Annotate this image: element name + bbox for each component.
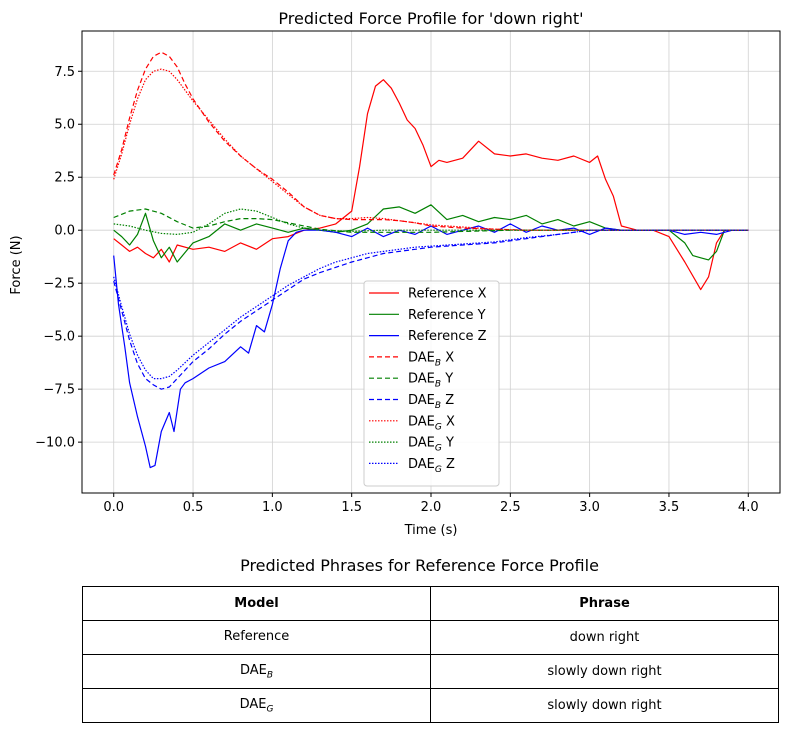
model-name: Reference xyxy=(223,628,290,644)
phrase-cell: slowly down right xyxy=(430,654,779,689)
y-tick-label: 0.0 xyxy=(54,224,75,239)
header-model: Model xyxy=(82,586,431,621)
phrase-cell: down right xyxy=(430,620,779,655)
x-tick-label: 4.0 xyxy=(738,500,759,515)
y-tick-label: 2.5 xyxy=(54,171,75,186)
series-lines xyxy=(113,51,749,469)
series-line-dae-b-y xyxy=(113,208,749,233)
legend-label: Reference Y xyxy=(408,308,486,323)
series-line-reference-z xyxy=(113,223,749,469)
legend-label: Reference Z xyxy=(408,329,487,344)
table-row: Reference down right xyxy=(82,620,779,655)
header-phrase: Phrase xyxy=(430,586,779,621)
x-tick-label: 2.0 xyxy=(421,500,442,515)
legend-label: DAEB Y xyxy=(408,372,453,390)
legend-label: DAEG X xyxy=(408,414,455,432)
series-line-dae-b-x xyxy=(113,51,749,231)
force-profile-chart: Predicted Force Profile for 'down right'… xyxy=(9,9,781,538)
y-tick-label: 5.0 xyxy=(54,118,75,133)
series-line-reference-x xyxy=(113,79,749,291)
table-row: DAEG slowly down right xyxy=(82,688,779,723)
x-tick-label: 3.0 xyxy=(579,500,600,515)
y-tick-label: −2.5 xyxy=(43,277,75,292)
table-title: Predicted Phrases for Reference Force Pr… xyxy=(240,556,599,575)
y-tick-label: −10.0 xyxy=(35,436,75,451)
legend-label: DAEB X xyxy=(408,350,454,368)
y-tick-label: 7.5 xyxy=(54,65,75,80)
axis-ticks: 0.0 0.5 1.0 1.5 2.0 2.5 3.0 3.5 4.0 −10.0 −7.5 −5.0… xyxy=(35,65,758,515)
model-subscript: G xyxy=(266,704,274,715)
legend-label: DAEB Z xyxy=(408,393,454,411)
x-tick-label: 2.5 xyxy=(500,500,521,515)
model-cell: DAEB xyxy=(82,654,431,689)
table-row: DAEB slowly down right xyxy=(82,654,779,689)
model-subscript: B xyxy=(266,670,274,681)
series-line-dae-g-z xyxy=(113,229,749,380)
phrase-table: Model Phrase Reference down right DAEB s… xyxy=(82,586,779,723)
legend-label: DAEG Y xyxy=(408,436,454,454)
phrase-cell: slowly down right xyxy=(430,688,779,723)
x-axis-label: Time (s) xyxy=(404,523,458,538)
chart-title: Predicted Force Profile for 'down right' xyxy=(278,9,583,28)
series-line-dae-b-z xyxy=(113,229,749,390)
x-tick-label: 1.0 xyxy=(262,500,283,515)
x-tick-label: 0.0 xyxy=(103,500,124,515)
series-line-dae-g-x xyxy=(113,68,749,231)
table-header-row: Model Phrase xyxy=(82,586,779,621)
legend-label: Reference X xyxy=(408,287,487,302)
y-tick-label: −5.0 xyxy=(43,330,75,345)
model-name: DAE xyxy=(239,662,267,678)
legend-box xyxy=(363,280,500,487)
model-cell: DAEG xyxy=(82,688,431,723)
model-cell: Reference xyxy=(82,620,431,655)
x-tick-label: 0.5 xyxy=(183,500,204,515)
legend-label: DAEG Z xyxy=(408,457,455,475)
model-name: DAE xyxy=(239,696,267,712)
x-tick-label: 1.5 xyxy=(341,500,362,515)
y-axis-label: Force (N) xyxy=(9,235,24,294)
y-tick-label: −7.5 xyxy=(43,383,75,398)
legend: Reference X Reference Y Reference Z DAEB X D… xyxy=(363,280,500,487)
x-tick-label: 3.5 xyxy=(659,500,680,515)
